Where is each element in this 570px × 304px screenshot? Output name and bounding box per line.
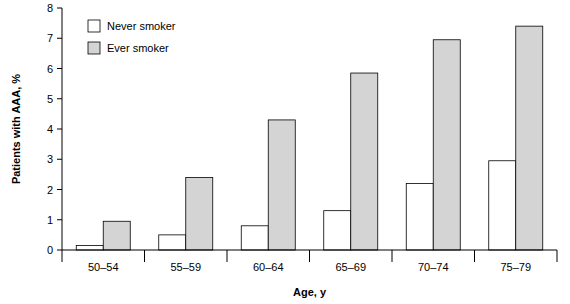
x-tick-label: 65–69 [335,261,366,273]
x-tick-label: 50–54 [88,261,119,273]
legend-swatch [88,20,100,32]
bar [489,161,516,250]
y-tick-label: 0 [47,244,53,256]
y-tick [57,38,62,39]
y-tick-label: 3 [47,153,53,165]
bar [516,26,543,250]
y-tick [57,250,62,251]
y-tick [57,159,62,160]
legend-label: Ever smoker [107,42,169,54]
y-tick [57,219,62,220]
bar [406,183,433,250]
y-tick-label: 6 [47,63,53,75]
y-tick-label: 1 [47,214,53,226]
bar [324,211,351,250]
category-separator [557,250,558,262]
legend-swatch [88,42,100,54]
category-separator [62,250,63,262]
bar [351,73,378,250]
y-tick [57,98,62,99]
x-tick-label: 75–79 [500,261,531,273]
y-tick-label: 7 [47,32,53,44]
y-tick [57,68,62,69]
category-separator [144,250,145,262]
y-tick [57,129,62,130]
category-separator [392,250,393,262]
x-tick-label: 70–74 [418,261,449,273]
x-axis-label: Age, y [293,286,327,298]
chart-container: 0 1 2 3 4 5 6 7 8 50–54 55–59 60–64 65–69 70–74 75–79 A… [0,0,570,304]
bar [186,177,213,250]
y-tick-label: 5 [47,93,53,105]
y-tick-label: 8 [47,2,53,14]
category-separator [474,250,475,262]
category-separator [227,250,228,262]
legend-label: Never smoker [107,20,176,32]
legend: Never smoker Ever smoker [88,20,176,54]
y-tick-label: 4 [47,123,53,135]
bars [76,26,543,250]
bar [103,221,130,250]
x-tick-label: 60–64 [253,261,284,273]
y-axis-label: Patients with AAA, % [10,74,22,184]
y-tick-label: 2 [47,184,53,196]
bar [268,120,295,250]
chart-svg: 0 1 2 3 4 5 6 7 8 50–54 55–59 60–64 65–69 70–74 75–79 A… [0,0,570,304]
bar [159,235,186,250]
bar [433,40,460,250]
y-tick [57,8,62,9]
bar [241,226,268,250]
x-tick-label: 55–59 [170,261,201,273]
bar [76,245,103,250]
y-tick [57,189,62,190]
category-separator [309,250,310,262]
